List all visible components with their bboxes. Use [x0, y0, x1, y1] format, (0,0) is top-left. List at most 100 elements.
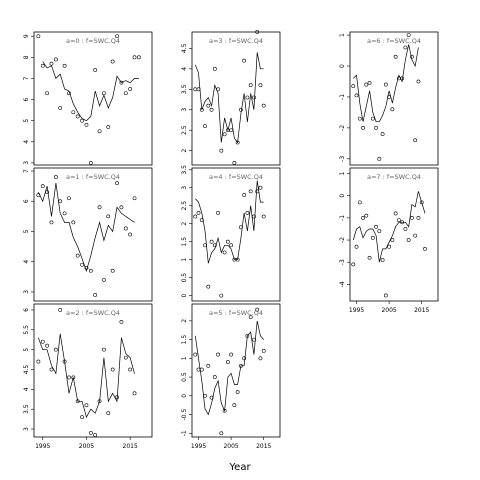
data-point: [80, 262, 84, 267]
data-point: [390, 238, 395, 242]
panel-title: a=7 : f=SWC.Q4: [367, 173, 421, 181]
y-tick-label: 2: [181, 149, 188, 153]
data-point: [123, 355, 128, 360]
data-point: [225, 239, 230, 244]
data-point: [84, 122, 89, 127]
data-point: [206, 103, 211, 108]
y-tick-label: 0.5: [181, 372, 188, 382]
y-tick-label: 3: [23, 161, 30, 165]
data-point: [396, 218, 401, 222]
data-point: [252, 214, 256, 219]
data-point: [115, 395, 119, 400]
data-point: [53, 57, 58, 62]
data-point: [370, 235, 375, 240]
data-point: [212, 243, 217, 248]
data-point: [80, 415, 84, 420]
data-point: [45, 91, 50, 96]
y-tick-label: 1: [339, 171, 346, 175]
y-tick-label: 2: [181, 222, 188, 226]
fitted-line: [195, 180, 264, 264]
x-tick-label: 1995: [35, 443, 50, 450]
y-tick-label: 5: [23, 229, 30, 233]
y-tick-label: 0: [181, 394, 188, 398]
y-tick-label: 2.5: [181, 201, 188, 211]
data-point: [387, 244, 392, 249]
panel-title: a=4 : f=SWC.Q4: [209, 173, 263, 181]
panel-6: a=6 : f=SWC.Q4 -3 -2 -1 0 1: [339, 31, 439, 166]
data-point: [58, 106, 63, 110]
data-point: [364, 82, 369, 87]
panel-frame: [33, 303, 153, 438]
y-tick-label: -1: [181, 430, 188, 436]
x-tick-label: 2015: [123, 443, 138, 450]
data-point: [258, 83, 263, 88]
data-point: [209, 395, 214, 400]
panel-frame: [349, 31, 439, 166]
y-tick-label: 0: [339, 194, 346, 198]
data-point: [361, 215, 365, 220]
data-point: [67, 196, 71, 201]
data-point: [106, 214, 111, 219]
data-point: [410, 54, 414, 59]
data-point: [199, 107, 204, 112]
data-point: [58, 199, 63, 204]
data-point: [225, 360, 230, 364]
data-point: [193, 214, 198, 219]
y-tick-label: 1: [181, 356, 188, 360]
data-point: [219, 148, 224, 153]
panel-2: a=2 : f=SWC.Q4 3 3.5 4 4.5 5 5.5 6 1995 2005 2015: [23, 303, 153, 450]
data-point: [136, 55, 141, 60]
data-point: [367, 81, 372, 85]
data-point: [62, 63, 67, 68]
data-point: [406, 238, 411, 242]
panel-title: a=0 : f=SWC.Q4: [66, 37, 120, 45]
data-point: [128, 87, 133, 91]
y-tick-label: 3: [181, 108, 188, 112]
data-point: [238, 363, 243, 368]
data-point: [128, 367, 133, 372]
data-point: [45, 190, 50, 195]
data-point: [102, 347, 106, 352]
y-tick-label: 9: [23, 34, 30, 38]
data-point: [119, 205, 124, 210]
data-point: [387, 95, 392, 99]
data-point: [255, 307, 260, 312]
data-point: [383, 293, 388, 298]
data-point: [132, 196, 137, 201]
data-point: [53, 347, 58, 352]
data-point: [374, 125, 378, 130]
data-point: [119, 80, 124, 85]
y-tick-label: 1: [181, 258, 188, 262]
data-point: [84, 403, 89, 408]
data-point: [123, 226, 128, 231]
data-point: [212, 66, 217, 71]
data-point: [222, 408, 227, 413]
data-point: [67, 91, 71, 96]
fitted-line: [352, 191, 426, 263]
y-tick-label: 6: [23, 97, 30, 101]
data-point: [102, 91, 106, 96]
data-point: [261, 103, 266, 108]
data-point: [410, 215, 414, 220]
y-tick-label: -4: [339, 281, 346, 287]
data-point: [357, 200, 362, 205]
data-point: [403, 227, 408, 231]
x-tick-label: 2015: [414, 307, 429, 314]
data-point: [62, 211, 67, 216]
data-point: [238, 225, 243, 230]
panels-group: a=0 : f=SWC.Q4 3 4 5 6 7 8 9 a=1 : f=SWC.Q4 3 4 5 6 7…: [23, 30, 439, 450]
data-point: [203, 393, 207, 398]
data-point: [242, 193, 247, 197]
data-point: [219, 431, 224, 436]
data-point: [206, 284, 211, 289]
panel-0: a=0 : f=SWC.Q4 3 4 5 6 7 8 9: [23, 31, 153, 166]
panel-frame: [33, 167, 153, 302]
data-point: [49, 220, 54, 225]
data-point: [354, 93, 359, 98]
data-point: [71, 375, 76, 380]
data-point: [403, 45, 408, 50]
data-point: [261, 348, 266, 353]
data-point: [222, 132, 227, 137]
data-point: [36, 34, 41, 39]
panel-title: a=2 : f=SWC.Q4: [66, 309, 120, 317]
